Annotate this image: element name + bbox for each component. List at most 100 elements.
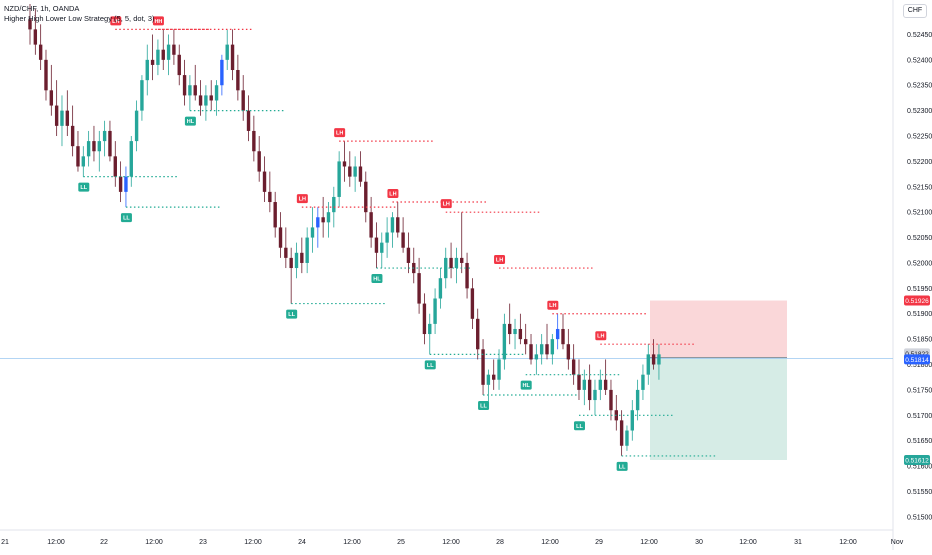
- candle-body[interactable]: [102, 130, 107, 142]
- candle-body[interactable]: [582, 379, 587, 390]
- candle-body[interactable]: [598, 379, 603, 390]
- candle-body[interactable]: [289, 257, 293, 269]
- take-profit-zone[interactable]: [650, 357, 787, 460]
- candle-body[interactable]: [156, 49, 160, 65]
- candle-body[interactable]: [150, 59, 155, 65]
- pivot-label-badge[interactable]: [110, 16, 122, 26]
- candle-body[interactable]: [380, 242, 384, 253]
- candle-body[interactable]: [60, 110, 64, 126]
- candle-body[interactable]: [422, 303, 427, 335]
- candle-body[interactable]: [337, 161, 341, 197]
- pivot-label-badge[interactable]: [371, 274, 383, 284]
- candle-body[interactable]: [134, 110, 139, 142]
- candle-body[interactable]: [390, 217, 395, 233]
- candle-body[interactable]: [603, 379, 608, 390]
- candle-body[interactable]: [33, 29, 38, 45]
- candle-body[interactable]: [609, 389, 613, 411]
- candle-body[interactable]: [220, 59, 224, 86]
- candle-body[interactable]: [118, 176, 123, 192]
- candle-body[interactable]: [529, 344, 533, 360]
- candle-body[interactable]: [188, 85, 192, 96]
- candle-body[interactable]: [81, 156, 85, 167]
- candle-body[interactable]: [225, 44, 229, 60]
- candle-body[interactable]: [257, 151, 261, 172]
- candle-body[interactable]: [108, 130, 112, 157]
- pivot-label-badge[interactable]: [387, 189, 399, 199]
- candle-body[interactable]: [401, 232, 405, 248]
- candle-body[interactable]: [246, 110, 251, 131]
- pivot-label-badge[interactable]: [424, 360, 436, 370]
- pivot-label-badge[interactable]: [286, 309, 298, 319]
- candle-body[interactable]: [86, 141, 91, 157]
- candle-body[interactable]: [241, 90, 245, 111]
- indicator-title[interactable]: Higher High Lower Low Strategy (5, 5, do…: [4, 14, 155, 23]
- currency-badge[interactable]: CHF: [903, 4, 927, 18]
- candle-body[interactable]: [310, 227, 315, 238]
- candle-body[interactable]: [76, 146, 80, 167]
- candle-body[interactable]: [262, 171, 267, 192]
- pivot-label-badge[interactable]: [595, 331, 607, 341]
- candle-body[interactable]: [396, 217, 400, 233]
- candle-body[interactable]: [657, 354, 661, 365]
- candle-body[interactable]: [113, 156, 117, 177]
- candle-body[interactable]: [561, 328, 565, 345]
- candle-body[interactable]: [278, 227, 283, 248]
- pivot-label-badge[interactable]: [478, 400, 490, 410]
- candle-body[interactable]: [38, 44, 43, 60]
- candle-body[interactable]: [268, 191, 272, 203]
- candle-body[interactable]: [593, 389, 597, 401]
- candle-body[interactable]: [358, 166, 363, 182]
- candle-body[interactable]: [209, 95, 213, 101]
- candle-body[interactable]: [534, 354, 539, 360]
- candle-body[interactable]: [28, 19, 32, 30]
- candle-body[interactable]: [342, 161, 347, 167]
- candle-body[interactable]: [476, 318, 480, 350]
- candle-body[interactable]: [284, 247, 288, 258]
- candle-body[interactable]: [166, 44, 171, 60]
- candle-body[interactable]: [508, 323, 512, 335]
- candle-body[interactable]: [619, 420, 624, 446]
- candle-body[interactable]: [470, 288, 475, 319]
- candle-body[interactable]: [326, 212, 331, 223]
- pivot-label-badge[interactable]: [616, 461, 628, 471]
- candle-body[interactable]: [497, 359, 501, 380]
- candle-body[interactable]: [449, 257, 453, 269]
- candle-body[interactable]: [555, 328, 560, 340]
- candle-body[interactable]: [198, 95, 203, 106]
- candle-body[interactable]: [145, 59, 149, 81]
- stop-loss-zone[interactable]: [650, 300, 787, 358]
- candle-body[interactable]: [49, 90, 54, 106]
- pivot-label-badge[interactable]: [152, 16, 164, 26]
- candle-body[interactable]: [630, 410, 634, 431]
- candle-body[interactable]: [406, 247, 411, 263]
- candle-body[interactable]: [65, 110, 70, 126]
- candle-body[interactable]: [481, 349, 485, 385]
- candle-body[interactable]: [97, 141, 101, 152]
- candle-body[interactable]: [374, 237, 379, 253]
- pivot-label-badge[interactable]: [184, 116, 196, 126]
- candle-body[interactable]: [321, 217, 325, 223]
- candle-body[interactable]: [635, 389, 640, 411]
- candle-body[interactable]: [385, 232, 389, 243]
- candle-body[interactable]: [646, 354, 650, 375]
- candle-body[interactable]: [353, 166, 357, 177]
- candle-body[interactable]: [161, 49, 165, 60]
- candle-body[interactable]: [236, 70, 240, 91]
- candle-body[interactable]: [523, 339, 528, 345]
- candle-body[interactable]: [587, 379, 592, 401]
- candle-body[interactable]: [539, 344, 544, 355]
- candle-body[interactable]: [172, 44, 176, 55]
- pivot-label-badge[interactable]: [494, 255, 506, 265]
- candle-body[interactable]: [294, 252, 299, 269]
- candle-body[interactable]: [305, 237, 309, 263]
- candle-body[interactable]: [651, 354, 656, 365]
- candle-body[interactable]: [273, 202, 277, 228]
- candle-body[interactable]: [332, 196, 336, 213]
- candle-body[interactable]: [44, 59, 48, 91]
- candle-body[interactable]: [571, 359, 576, 375]
- candle-body[interactable]: [204, 95, 208, 106]
- candle-body[interactable]: [316, 217, 320, 228]
- candle-body[interactable]: [465, 262, 469, 289]
- pivot-label-badge[interactable]: [296, 194, 308, 204]
